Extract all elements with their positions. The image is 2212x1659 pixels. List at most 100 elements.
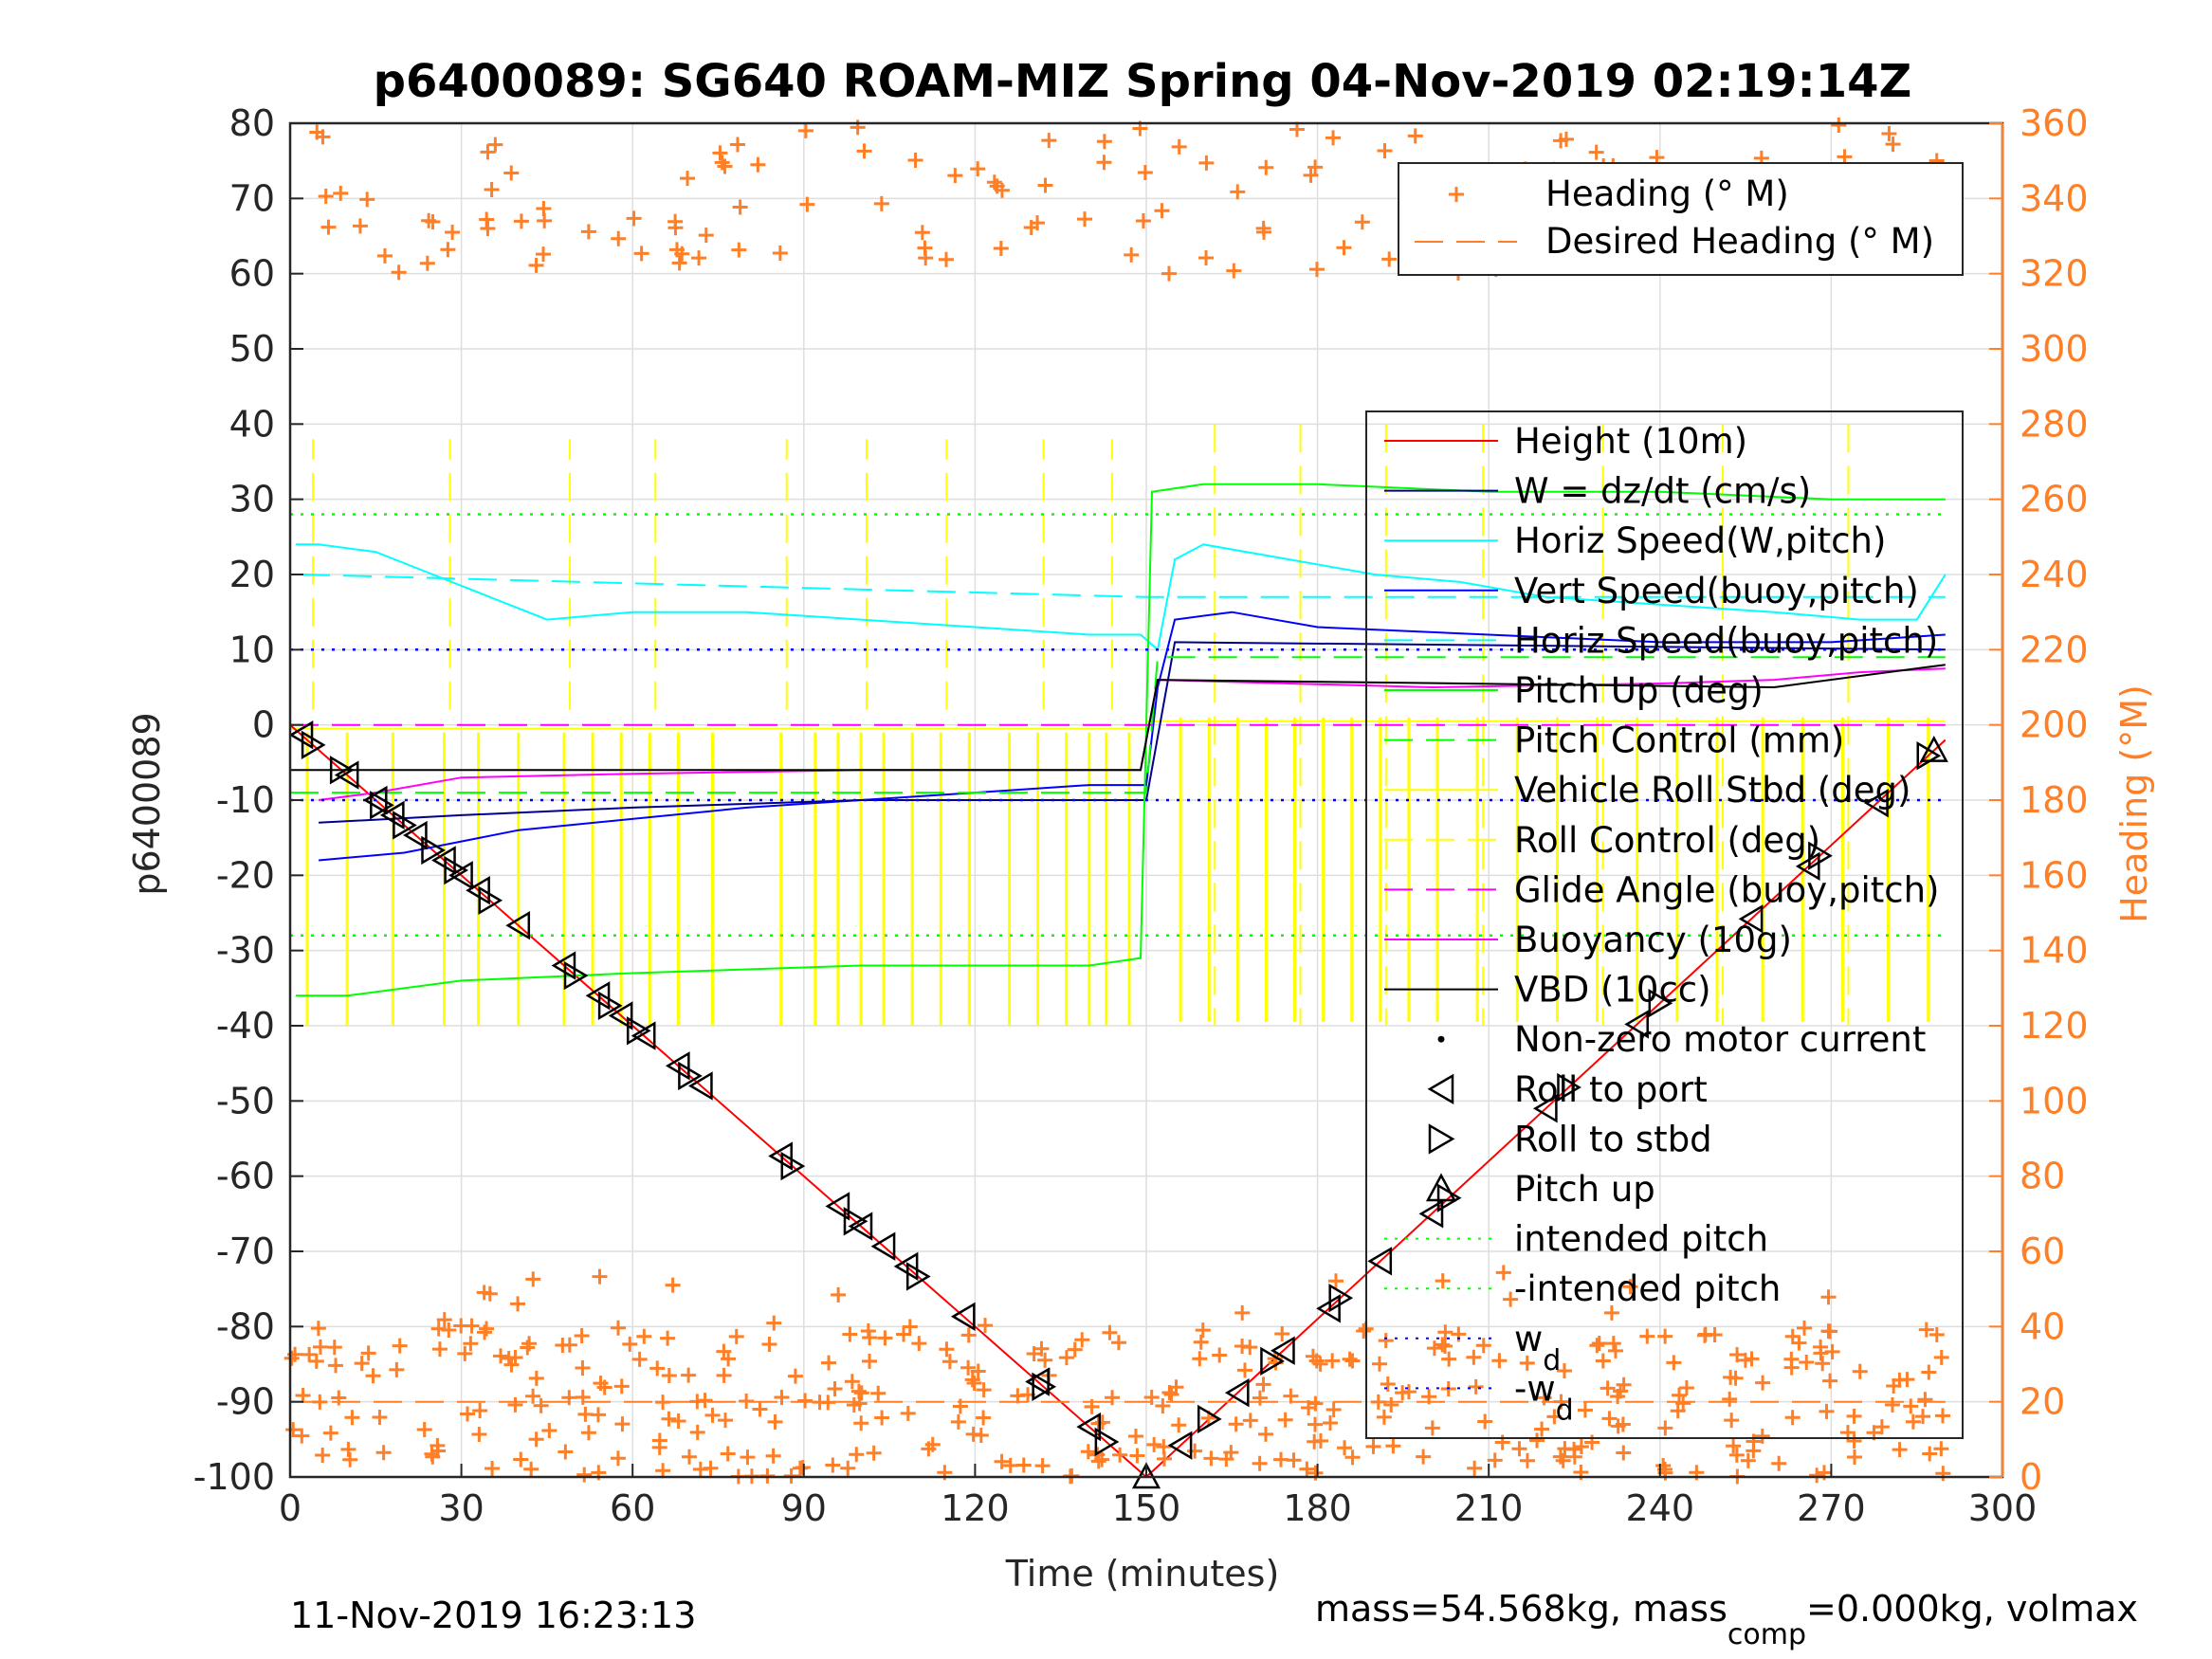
heading-point <box>614 1416 631 1432</box>
heading-point <box>477 1324 493 1340</box>
heading-point <box>952 1398 968 1414</box>
heading-point <box>1193 1334 1209 1350</box>
heading-point <box>918 250 934 266</box>
footer-mass: mass=54.568kg, masscomp=0.000kg, volmax <box>1315 1588 2138 1651</box>
heading-point <box>840 1460 856 1476</box>
legend-entry: Height (10m) <box>1514 421 1747 462</box>
heading-point <box>1672 1387 1687 1403</box>
heading-point <box>372 1410 388 1426</box>
heading-point <box>1377 143 1393 158</box>
roll-to-stbd-marker <box>1032 1372 1057 1401</box>
heading-point <box>326 1340 342 1356</box>
heading-point <box>310 1321 326 1337</box>
roll-to-stbd-marker <box>444 855 469 885</box>
heading-point <box>1475 1338 1491 1354</box>
heading-point <box>1015 1457 1032 1473</box>
legend-entry: Buoyancy (10g) <box>1514 920 1792 960</box>
heading-point <box>960 1359 977 1376</box>
heading-point <box>877 1330 893 1346</box>
heading-point <box>1437 1324 1453 1340</box>
heading-point <box>787 1368 803 1384</box>
legend-entry: Roll to port <box>1514 1069 1708 1110</box>
heading-point <box>1468 1378 1484 1395</box>
y-tick-label: 60 <box>229 253 275 295</box>
y-right-tick-label: 120 <box>2020 1005 2089 1047</box>
heading-point <box>1037 177 1053 193</box>
heading-point <box>1421 1389 1437 1405</box>
y-right-tick-label: 300 <box>2020 328 2089 370</box>
heading-point <box>1034 1458 1051 1474</box>
heading-point <box>610 1450 626 1467</box>
heading-point <box>1846 1408 1862 1424</box>
roll-to-stbd-marker <box>1094 1427 1120 1457</box>
heading-point <box>1783 1351 1800 1367</box>
heading-point <box>1380 1376 1396 1393</box>
heading-point <box>294 1428 310 1444</box>
y-right-tick-label: 220 <box>2020 629 2089 670</box>
heading-point <box>1435 1273 1451 1289</box>
heading-point <box>1722 1391 1738 1407</box>
heading-point <box>766 1315 782 1331</box>
heading-point <box>322 1425 338 1441</box>
heading-point <box>1234 1304 1251 1321</box>
heading-point <box>853 1415 869 1431</box>
roll-to-stbd-marker <box>1808 841 1833 870</box>
heading-point <box>392 1338 408 1354</box>
roll-to-stbd-marker <box>329 756 355 785</box>
roll-to-port-marker <box>1367 1247 1393 1276</box>
heading-point <box>1124 246 1140 263</box>
y-right-tick-label: 360 <box>2020 102 2089 144</box>
heading-point <box>1884 1396 1900 1413</box>
heading-point <box>430 1437 446 1453</box>
heading-point <box>1286 1452 1302 1468</box>
heading-point <box>457 1345 473 1361</box>
heading-point <box>561 1390 577 1406</box>
heading-point <box>661 1411 677 1427</box>
heading-point <box>1657 1420 1673 1436</box>
heading-point <box>1591 1335 1607 1351</box>
heading-point <box>1929 1326 1945 1342</box>
legend-entry: intended pitch <box>1514 1219 1768 1260</box>
heading-point <box>1163 1387 1179 1402</box>
roll-to-stbd-marker <box>370 791 394 820</box>
heading-point <box>941 1354 958 1370</box>
heading-point <box>989 178 1005 194</box>
legend-heading-box <box>1398 162 1964 276</box>
roll-to-port-marker <box>848 1212 873 1241</box>
heading-point <box>472 1403 488 1419</box>
heading-point <box>750 156 766 173</box>
heading-point <box>712 145 728 161</box>
heading-point <box>312 1339 328 1355</box>
roll-to-port-marker <box>334 760 359 790</box>
heading-point <box>541 1422 558 1438</box>
heading-point <box>574 1327 590 1343</box>
heading-point <box>1820 1289 1837 1305</box>
heading-point <box>870 1385 887 1401</box>
y-tick-label: 40 <box>229 403 275 445</box>
heading-point <box>994 1453 1010 1469</box>
heading-point <box>1487 1452 1503 1468</box>
heading-point <box>580 1425 596 1441</box>
heading-point <box>503 165 520 181</box>
heading-point <box>577 1406 594 1422</box>
roll-to-port-marker <box>1025 1367 1050 1396</box>
heading-point <box>1067 1341 1083 1358</box>
heading-point <box>1935 1466 1951 1482</box>
heading-point <box>1002 1457 1018 1473</box>
y-right-tick-label: 100 <box>2020 1080 2089 1121</box>
y-tick-label: -50 <box>216 1080 275 1121</box>
heading-point <box>1639 1328 1655 1344</box>
roll-to-stbd-marker <box>478 885 503 915</box>
heading-point <box>1728 1370 1744 1386</box>
heading-point <box>1277 1412 1293 1428</box>
heading-point <box>1400 1384 1417 1400</box>
y-tick-label: -60 <box>216 1156 275 1197</box>
roll-to-port-marker <box>870 1231 896 1261</box>
heading-point <box>966 1375 982 1391</box>
legend-heading: Heading (° M) Desired Heading (° M) <box>1398 162 1964 276</box>
heading-point <box>1892 1372 1908 1388</box>
y-right-tick-label: 340 <box>2020 177 2089 219</box>
heading-point <box>626 210 642 227</box>
heading-point <box>1435 1337 1451 1353</box>
heading-point <box>1198 155 1215 171</box>
